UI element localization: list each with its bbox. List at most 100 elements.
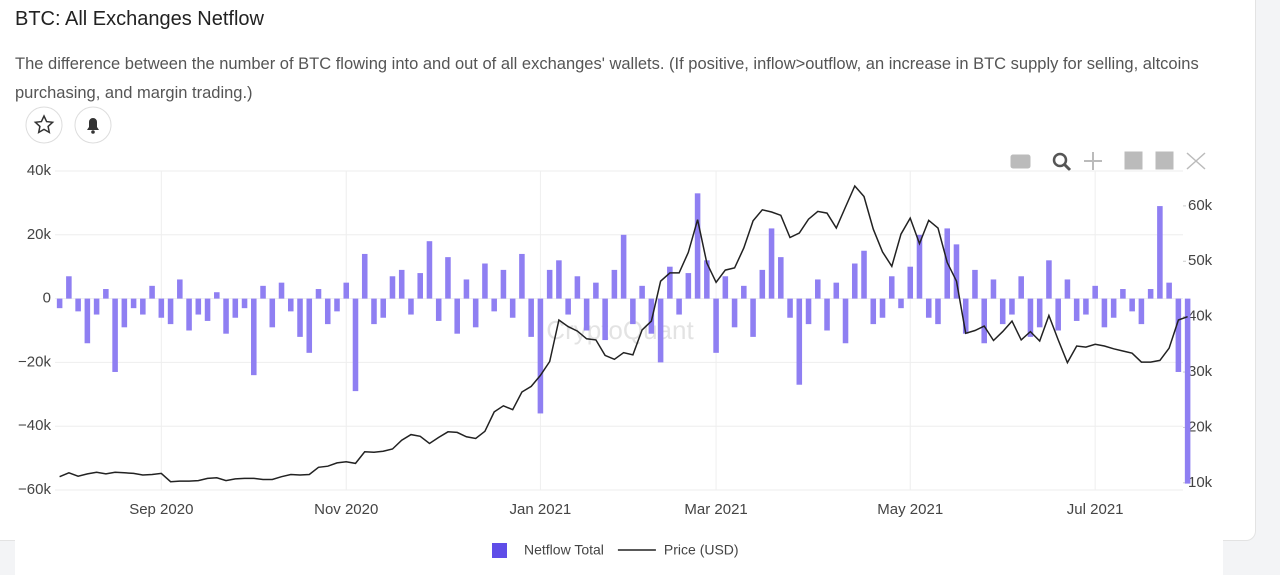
watermark: CryptoQuant: [546, 315, 694, 345]
bar: [768, 228, 775, 299]
bar: [66, 276, 72, 299]
bar: [241, 298, 248, 309]
bar: [1083, 298, 1089, 315]
bar: [1120, 289, 1126, 299]
bar: [861, 250, 867, 299]
bar: [620, 234, 627, 299]
bar: [593, 282, 599, 299]
bar: [214, 292, 220, 299]
y-tick-label: 0: [43, 290, 51, 307]
bar: [1138, 298, 1145, 325]
bar: [907, 266, 914, 299]
bar: [824, 298, 830, 331]
bar: [269, 298, 276, 328]
bar: [1175, 298, 1182, 372]
bar: [759, 269, 766, 299]
y2-tick-label: 10k: [1188, 474, 1213, 491]
bar: [981, 298, 987, 344]
bar: [380, 298, 387, 318]
bar: [898, 298, 904, 309]
bar: [121, 298, 128, 328]
zoom-in-icon[interactable]: [1124, 151, 1143, 170]
x-tick-label: Mar 2021: [684, 501, 747, 518]
bar: [158, 298, 165, 318]
bar: [334, 298, 340, 312]
bar: [167, 298, 174, 325]
bar: [306, 298, 313, 353]
description: The difference between the number of BTC…: [15, 55, 1199, 102]
bar: [713, 298, 719, 353]
bar: [990, 279, 997, 299]
zoom-out-icon[interactable]: [1155, 151, 1174, 170]
bar: [56, 298, 63, 309]
bar: [676, 298, 682, 315]
zoom-icon[interactable]: [1052, 152, 1068, 168]
y2-tick-label: 40k: [1188, 308, 1213, 325]
bar: [1092, 285, 1098, 299]
y-tick-label: 20k: [27, 226, 52, 243]
bar: [657, 298, 664, 363]
bar: [454, 298, 460, 334]
bar: [417, 273, 423, 299]
bar: [1046, 260, 1052, 299]
bar: [232, 298, 239, 318]
bar: [398, 269, 405, 299]
bar: [546, 269, 553, 299]
bar: [639, 285, 645, 299]
bar: [916, 234, 923, 299]
bar: [1147, 289, 1154, 299]
bar: [722, 276, 729, 299]
y-tick-label: −20k: [18, 353, 51, 370]
bar: [509, 298, 516, 318]
favorite-button[interactable]: [25, 106, 63, 144]
bar: [1110, 298, 1117, 318]
reset-icon[interactable]: [1186, 152, 1206, 170]
bar: [879, 298, 886, 318]
bar: [667, 266, 673, 299]
bar: [750, 298, 756, 337]
toolbar: [1010, 151, 1206, 172]
bar: [389, 276, 396, 299]
alert-button[interactable]: [74, 106, 112, 144]
bar: [778, 257, 784, 299]
title: BTC: All Exchanges Netflow: [15, 8, 264, 30]
bar: [1055, 298, 1061, 331]
bar: [1073, 298, 1080, 321]
bar: [472, 298, 479, 328]
y2-tick-label: 20k: [1188, 418, 1213, 435]
bar: [491, 298, 497, 312]
bar: [1101, 298, 1108, 328]
legend-label: Netflow Total: [524, 542, 604, 558]
bar: [805, 298, 812, 325]
bar: [500, 269, 507, 299]
bar: [315, 289, 322, 299]
legend-swatch: [492, 543, 507, 558]
x-tick-label: Sep 2020: [129, 501, 193, 518]
bar: [1064, 279, 1071, 299]
bar: [112, 298, 118, 372]
bar: [648, 298, 655, 334]
y2-tick-label: 60k: [1188, 197, 1213, 214]
bar: [611, 269, 618, 299]
pan-icon[interactable]: [1084, 152, 1102, 170]
camera-icon[interactable]: [1010, 154, 1031, 169]
bar: [140, 298, 146, 315]
bar: [741, 285, 747, 299]
y-tick-label: −40k: [18, 417, 51, 434]
bar: [1018, 276, 1024, 299]
bar: [130, 298, 137, 309]
bar: [435, 298, 442, 321]
bar: [149, 285, 155, 299]
bar: [528, 298, 534, 337]
bar: [445, 257, 451, 299]
bar: [565, 298, 571, 315]
bar: [574, 276, 581, 299]
legend-label: Price (USD): [664, 542, 739, 558]
bar: [519, 253, 525, 299]
bar: [1157, 206, 1163, 299]
bar: [103, 289, 109, 299]
bar: [352, 298, 359, 392]
bar: [685, 273, 692, 299]
bar: [953, 244, 960, 299]
